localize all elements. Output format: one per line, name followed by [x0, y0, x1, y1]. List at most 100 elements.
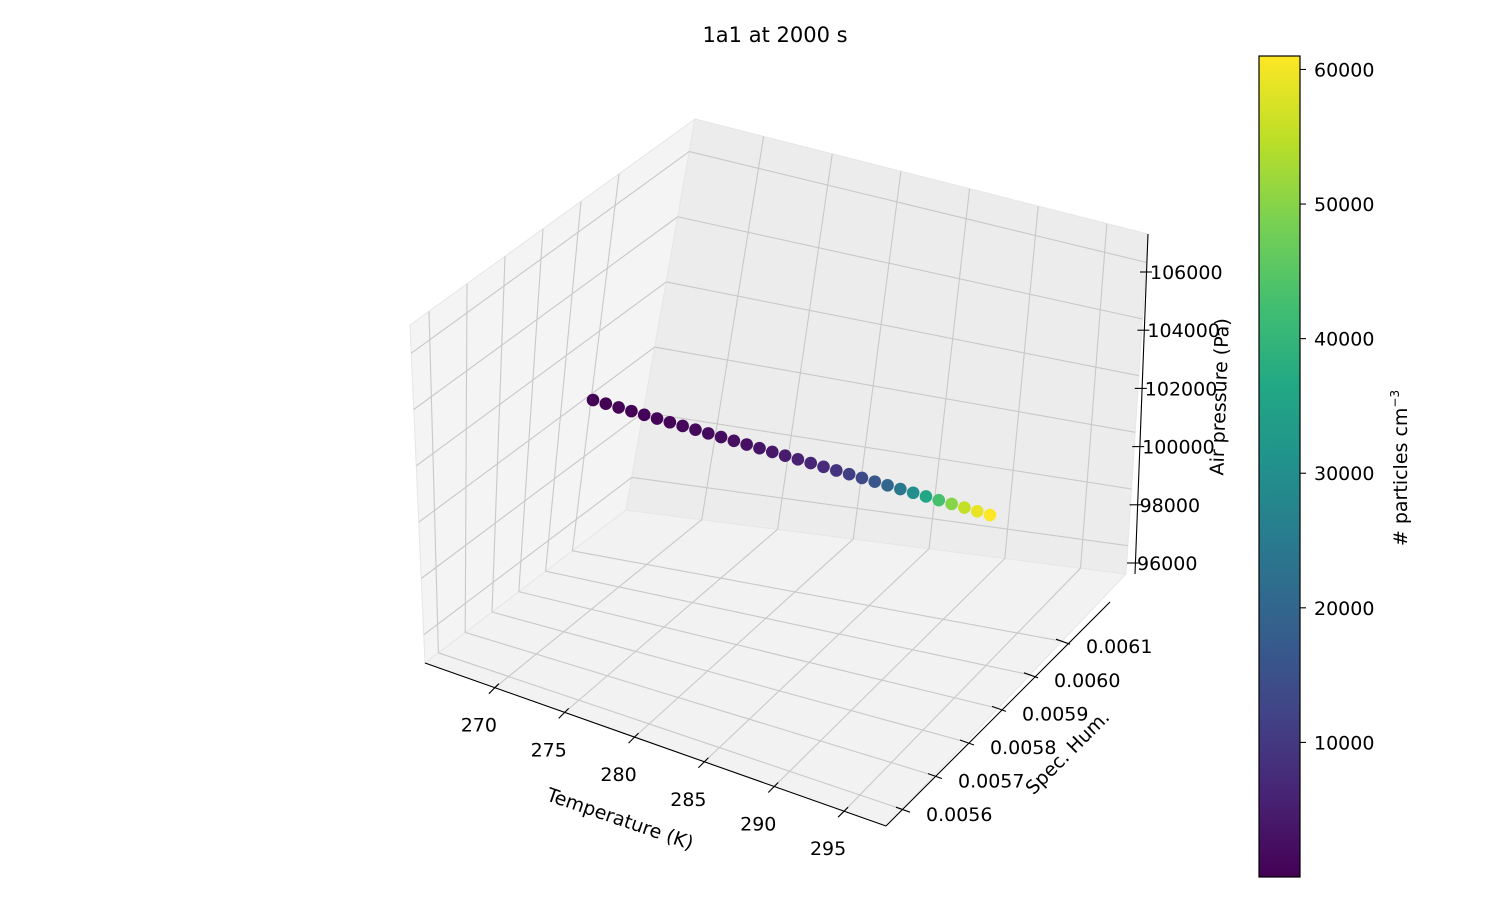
gridline-x-floor — [564, 528, 778, 713]
scatter-point — [919, 490, 933, 503]
y-axis-line — [885, 601, 1111, 827]
z-axis-line — [1134, 233, 1149, 575]
scatter-point — [650, 412, 664, 425]
scatter-point — [958, 501, 971, 514]
scatter-point — [906, 486, 920, 500]
x-tick — [767, 782, 779, 793]
x-tick-label: 290 — [740, 813, 776, 835]
scatter-point — [625, 404, 638, 418]
gridline-x-floor — [704, 548, 930, 763]
chart-title: 1a1 at 2000 s — [702, 23, 847, 47]
axis-lines: 270 275 280 285 290 295 0.0056 0.0057 0.0058 0.00… — [424, 233, 1223, 860]
colorbar-tick-label: 10000 — [1314, 732, 1374, 754]
z-tick-label: 106000 — [1150, 262, 1223, 284]
gridline-z-back — [643, 411, 1132, 490]
scatter-point — [842, 467, 856, 481]
x-tick-label: 270 — [461, 715, 497, 737]
x-tick-label: 285 — [670, 789, 706, 811]
scatter-point — [804, 456, 818, 470]
scatter-point — [727, 434, 741, 448]
gridline-z-left — [423, 476, 633, 636]
gridline-x-floor — [494, 519, 703, 689]
gridline-y-floor — [438, 652, 903, 810]
y-tick-label: 0.0057 — [958, 771, 1024, 793]
scatter-point — [676, 419, 689, 433]
y-tick — [959, 739, 975, 746]
scatter-point — [970, 504, 984, 518]
scatter-point — [881, 479, 894, 492]
gridline-x-back — [1004, 206, 1039, 559]
gridline-z-left — [415, 281, 667, 467]
z-axis-label: Air pressure (Pa) — [1206, 318, 1233, 476]
x-axis-line — [424, 662, 887, 827]
gridline-z-back — [677, 216, 1143, 320]
gridline-y-left — [518, 228, 544, 592]
x-tick — [698, 757, 709, 769]
gridline-y-left — [491, 256, 506, 613]
axes-panes — [409, 117, 1149, 827]
scatter-point — [599, 397, 613, 411]
scatter-point — [637, 408, 651, 422]
gridline-y-floor — [518, 591, 999, 709]
gridline-z-left — [418, 346, 656, 523]
gridline-y-left — [464, 283, 468, 633]
x-tick — [558, 708, 570, 719]
scatter-point — [740, 438, 753, 451]
gridline-y-floor — [465, 631, 935, 777]
x-tick — [488, 683, 500, 695]
scatter-point — [714, 430, 728, 444]
colorbar — [1258, 55, 1301, 878]
scatter-point — [983, 508, 997, 522]
scatter-point — [701, 427, 715, 440]
x-tick-label: 280 — [600, 764, 636, 786]
back-pane — [625, 118, 1149, 575]
z-tick-label: 98000 — [1140, 495, 1200, 517]
gridline-x-floor — [843, 567, 1081, 812]
gridline-z-back — [631, 476, 1128, 547]
y-tick — [1023, 672, 1039, 679]
colorbar-label-text: # particles cm — [1390, 408, 1412, 547]
scatter-point — [778, 449, 792, 462]
colorbar-tick-label: 40000 — [1314, 329, 1374, 351]
gridline-z-back — [666, 281, 1139, 377]
z-tick-label: 102000 — [1145, 378, 1218, 400]
gridline-z-back — [654, 346, 1136, 433]
scatter-point — [791, 453, 805, 466]
gridline-y-left — [545, 201, 582, 572]
scatter-point — [830, 464, 843, 477]
y-tick — [991, 705, 1007, 712]
z-tick-label: 100000 — [1142, 437, 1215, 459]
gridline-x-back — [776, 153, 833, 530]
y-tick-label: 0.0061 — [1086, 636, 1152, 658]
gridlines — [410, 136, 1147, 812]
gridline-z-left — [420, 411, 644, 579]
scatter-point — [689, 423, 702, 436]
x-tick-label: 275 — [531, 739, 567, 761]
scatter-point — [765, 445, 779, 459]
colorbar-label-exponent: −3 — [1388, 390, 1402, 408]
colorbar-tick-label: 20000 — [1314, 598, 1374, 620]
gridline-x-back — [1079, 223, 1108, 569]
scatter-point — [945, 497, 958, 511]
y-tick-label: 0.0056 — [926, 804, 992, 826]
gridline-z-left — [413, 216, 679, 410]
gridline-y-left — [571, 173, 620, 551]
colorbar-tick-label: 30000 — [1314, 463, 1374, 485]
gridline-z-left — [410, 151, 690, 354]
x-tick-label: 295 — [810, 838, 846, 860]
z-tick-label: 96000 — [1137, 553, 1197, 575]
colorbar-ticks: 10000 20000 30000 40000 50000 60000 — [1300, 59, 1374, 754]
gridline-z-back — [689, 151, 1147, 263]
colorbar-label: # particles cm−3 — [1388, 390, 1412, 546]
y-tick-label: 0.0059 — [1022, 703, 1088, 725]
scatter-point — [663, 415, 677, 429]
y-tick — [927, 773, 943, 780]
scatter-point — [932, 493, 946, 507]
scatter-point — [612, 401, 625, 414]
gridline-x-back — [701, 136, 765, 520]
scatter-points — [586, 393, 997, 522]
scatter-point — [855, 471, 869, 485]
y-tick — [895, 806, 911, 813]
